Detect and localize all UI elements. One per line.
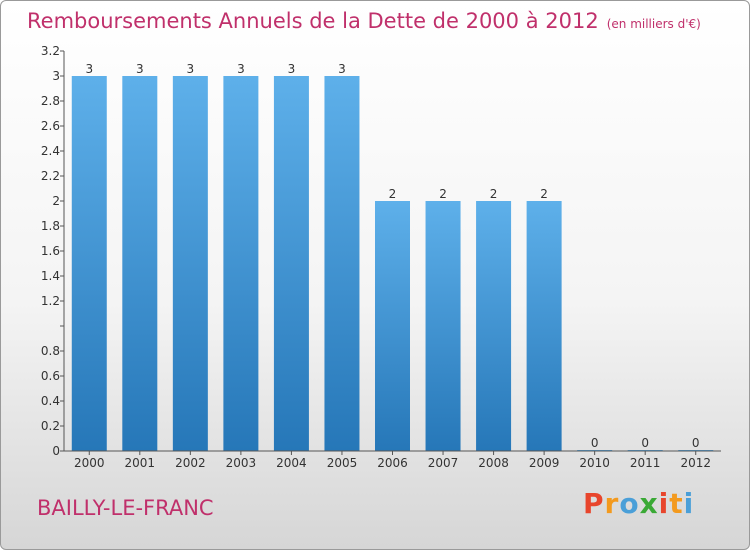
y-tick-label: 1.2 <box>41 294 60 308</box>
y-tick-label: 3.2 <box>41 44 60 58</box>
x-tick-label-2000: 2000 <box>74 456 105 470</box>
bar-2008 <box>476 201 512 451</box>
data-label-2012: 0 <box>692 436 700 450</box>
y-tick-label: 2.2 <box>41 169 60 183</box>
logo-letter: r <box>604 487 620 520</box>
y-tick-label: 1.8 <box>41 219 60 233</box>
data-label-2002: 3 <box>187 62 195 76</box>
logo-letter: i <box>658 487 670 520</box>
x-tick-label-2008: 2008 <box>478 456 509 470</box>
bar-2002 <box>172 76 208 451</box>
data-label-2005: 3 <box>338 62 346 76</box>
y-tick-label: 1.6 <box>41 244 60 258</box>
logo-letter: o <box>619 487 640 520</box>
x-tick-label-2005: 2005 <box>327 456 358 470</box>
bar-2006 <box>375 201 410 451</box>
y-tick-label: 2.4 <box>41 144 60 158</box>
x-tick-label-2011: 2011 <box>630 456 661 470</box>
logo-letter: P <box>583 487 605 520</box>
data-label-2004: 3 <box>288 62 296 76</box>
data-label-2003: 3 <box>237 62 245 76</box>
x-tick-label-2007: 2007 <box>428 456 459 470</box>
data-label-2010: 0 <box>591 436 599 450</box>
data-label-2009: 2 <box>540 187 548 201</box>
bar-2007 <box>425 201 461 451</box>
bar-2001 <box>122 76 158 451</box>
bars: 3 3 3 3 3 3 2 2 2 2 0 0 0 <box>71 62 714 451</box>
x-axis: 2000 2001 2002 2003 2004 2005 2006 2007 2008 2009… <box>64 450 721 470</box>
y-tick-label: 0.6 <box>41 369 60 383</box>
y-axis: 0 0.2 0.4 0.6 0.8 1.2 1.4 1.6 1.8 2 2.2 2.4 2.6 2.8 3 3… <box>41 44 65 458</box>
bar-2009 <box>526 201 562 451</box>
logo-letter: x <box>639 487 659 520</box>
commune-name: BAILLY-LE-FRANC <box>37 496 214 520</box>
y-tick-label: 2.8 <box>41 94 60 108</box>
data-label-2000: 3 <box>85 62 93 76</box>
data-label-2011: 0 <box>641 436 649 450</box>
x-tick-label-2004: 2004 <box>276 456 307 470</box>
data-label-2006: 2 <box>389 187 397 201</box>
proxiti-logo: Proxiti <box>583 487 694 520</box>
chart-unit: (en milliers d'€) <box>606 17 701 31</box>
x-tick-label-2001: 2001 <box>125 456 156 470</box>
x-tick-label-2009: 2009 <box>529 456 560 470</box>
y-tick-label: 1.4 <box>41 269 60 283</box>
bar-2005 <box>324 76 360 451</box>
data-label-2008: 2 <box>490 187 498 201</box>
x-tick-label-2010: 2010 <box>579 456 610 470</box>
chart-title-block: Remboursements Annuels de la Dette de 20… <box>27 9 701 33</box>
y-tick-label: 0.8 <box>41 344 60 358</box>
y-tick-label: 3 <box>52 69 60 83</box>
y-tick-label: 2 <box>52 194 60 208</box>
y-tick-label: 0.4 <box>41 394 60 408</box>
y-tick-label: 2.6 <box>41 119 60 133</box>
x-tick-label-2002: 2002 <box>175 456 206 470</box>
logo-letter: t <box>669 487 684 520</box>
data-label-2007: 2 <box>439 187 447 201</box>
x-tick-label-2003: 2003 <box>226 456 257 470</box>
bar-2000 <box>71 76 107 451</box>
x-tick-label-2012: 2012 <box>680 456 711 470</box>
bar-2003 <box>223 76 259 451</box>
y-tick-label: 0.2 <box>41 419 60 433</box>
chart-title: Remboursements Annuels de la Dette de 20… <box>27 9 599 33</box>
bar-2004 <box>273 76 309 451</box>
y-tick-label: 0 <box>52 444 60 458</box>
data-label-2001: 3 <box>136 62 144 76</box>
x-tick-label-2006: 2006 <box>377 456 408 470</box>
logo-letter: i <box>683 487 695 520</box>
